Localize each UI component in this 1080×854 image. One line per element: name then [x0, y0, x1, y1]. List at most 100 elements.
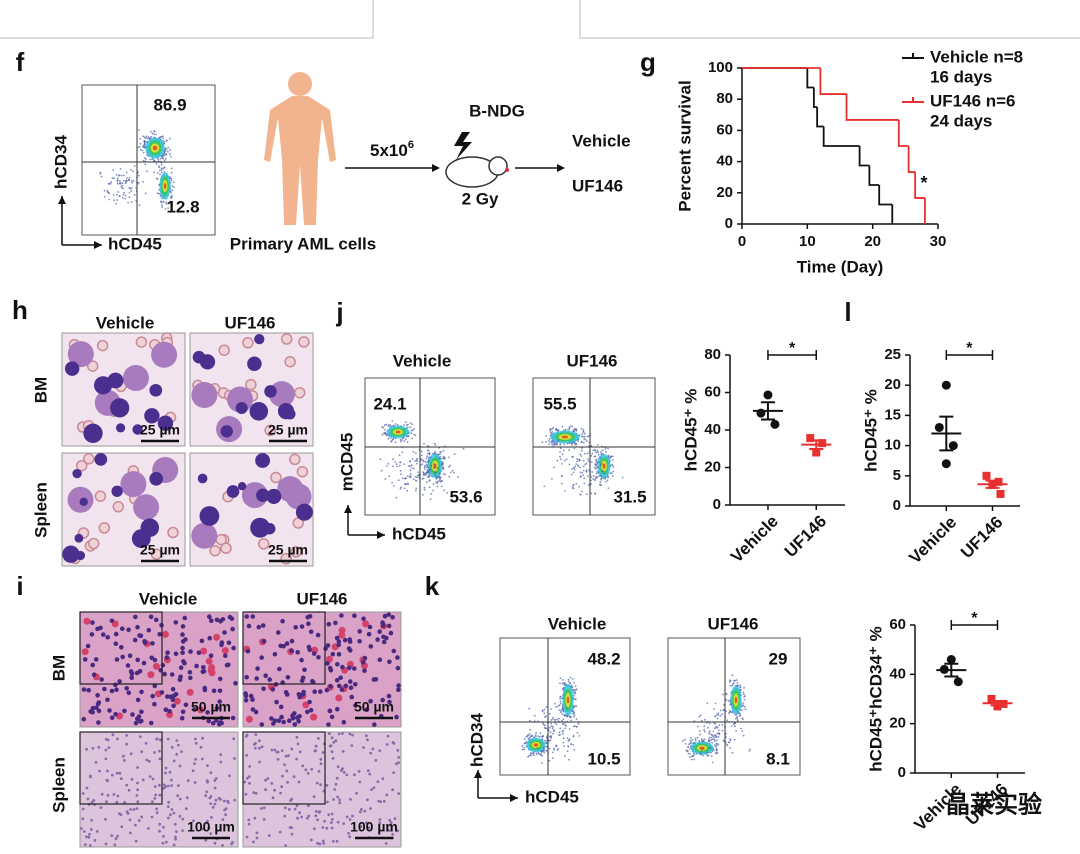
flow-dot	[594, 463, 597, 466]
cell	[233, 681, 238, 686]
cell	[305, 709, 310, 715]
flow-dot	[435, 481, 437, 484]
flow-dot	[108, 192, 111, 195]
cell	[95, 693, 100, 698]
flow-dot	[741, 709, 743, 712]
survival-step	[914, 172, 925, 199]
cell	[355, 791, 358, 795]
flow-density	[566, 696, 570, 704]
flow-dot	[598, 456, 601, 458]
flow-dot	[170, 167, 173, 170]
flow-dot	[741, 730, 744, 732]
cell	[296, 718, 301, 724]
cell	[99, 677, 104, 682]
cell	[167, 709, 172, 714]
flow-dot	[401, 451, 404, 454]
flow-dot	[381, 433, 384, 436]
flow-dot	[407, 423, 409, 426]
flow-dot	[409, 426, 412, 429]
flow-dot	[714, 740, 716, 743]
flow-dot	[710, 734, 713, 736]
y-tick-label: 60	[704, 383, 721, 400]
cell	[317, 770, 321, 773]
flow-dot	[164, 147, 167, 150]
flow-dot	[562, 679, 564, 681]
flow-dot	[411, 429, 414, 432]
cell	[129, 808, 132, 811]
flow-dot	[575, 483, 578, 485]
cell	[113, 641, 119, 646]
cell	[80, 827, 83, 830]
label: BM	[31, 377, 50, 403]
cell	[348, 685, 354, 690]
survival-step	[897, 119, 909, 147]
flow-dot	[167, 207, 170, 210]
cell	[125, 783, 129, 787]
cell	[174, 835, 177, 839]
cell	[95, 701, 101, 707]
cell	[144, 408, 160, 424]
flow-dot	[729, 747, 731, 749]
cell	[85, 643, 91, 649]
flow-dot	[574, 705, 576, 707]
flow-dot	[704, 718, 706, 721]
flow-dot	[553, 444, 556, 446]
cell	[130, 777, 134, 781]
flow-dot	[139, 149, 142, 151]
cell	[279, 714, 284, 720]
flow-dot	[565, 707, 568, 710]
flow-dot	[553, 719, 556, 721]
flow-dot	[426, 469, 429, 471]
flow-dot	[558, 717, 560, 720]
flow-dot	[555, 427, 558, 430]
flow-dot	[559, 695, 562, 698]
cell	[129, 675, 134, 680]
cell	[328, 732, 331, 735]
cell	[335, 839, 339, 843]
cell	[139, 689, 144, 695]
cell	[254, 791, 258, 795]
flow-dot	[710, 755, 713, 757]
flow-dot	[611, 475, 614, 477]
cell	[367, 826, 371, 830]
flow-dot	[165, 157, 167, 160]
cell	[301, 689, 306, 695]
flow-dot	[715, 742, 718, 745]
cell	[135, 624, 140, 630]
label: B-NDG	[469, 101, 525, 120]
flow-dot	[726, 719, 728, 722]
cell	[125, 734, 128, 737]
flow-dot	[393, 485, 395, 487]
cell	[325, 826, 329, 830]
cell	[222, 799, 226, 803]
flow-dot	[430, 464, 433, 467]
cell	[109, 618, 115, 624]
cell	[338, 801, 342, 805]
flow-dot	[570, 684, 573, 687]
x-tick-label: 10	[799, 233, 816, 250]
flow-dot	[406, 426, 409, 429]
flow-dot	[575, 688, 577, 691]
error-bar	[939, 415, 954, 452]
cell	[366, 631, 372, 637]
flow-dot	[691, 739, 694, 741]
cell	[273, 788, 276, 792]
flow-dot	[548, 712, 551, 715]
flow-dot	[384, 478, 387, 480]
cell	[125, 810, 129, 814]
cell	[284, 754, 288, 758]
cell	[278, 704, 284, 710]
flow-dot	[571, 467, 573, 470]
flow-dot	[725, 698, 728, 701]
cell	[124, 686, 129, 691]
cell	[186, 779, 190, 783]
flow-dot	[428, 475, 431, 477]
flow-dot	[562, 733, 564, 735]
cell	[94, 453, 108, 466]
cell	[219, 760, 223, 764]
cell	[97, 745, 101, 749]
cell	[112, 501, 125, 513]
cell	[120, 471, 147, 498]
cell	[164, 771, 167, 775]
cell	[194, 741, 198, 745]
